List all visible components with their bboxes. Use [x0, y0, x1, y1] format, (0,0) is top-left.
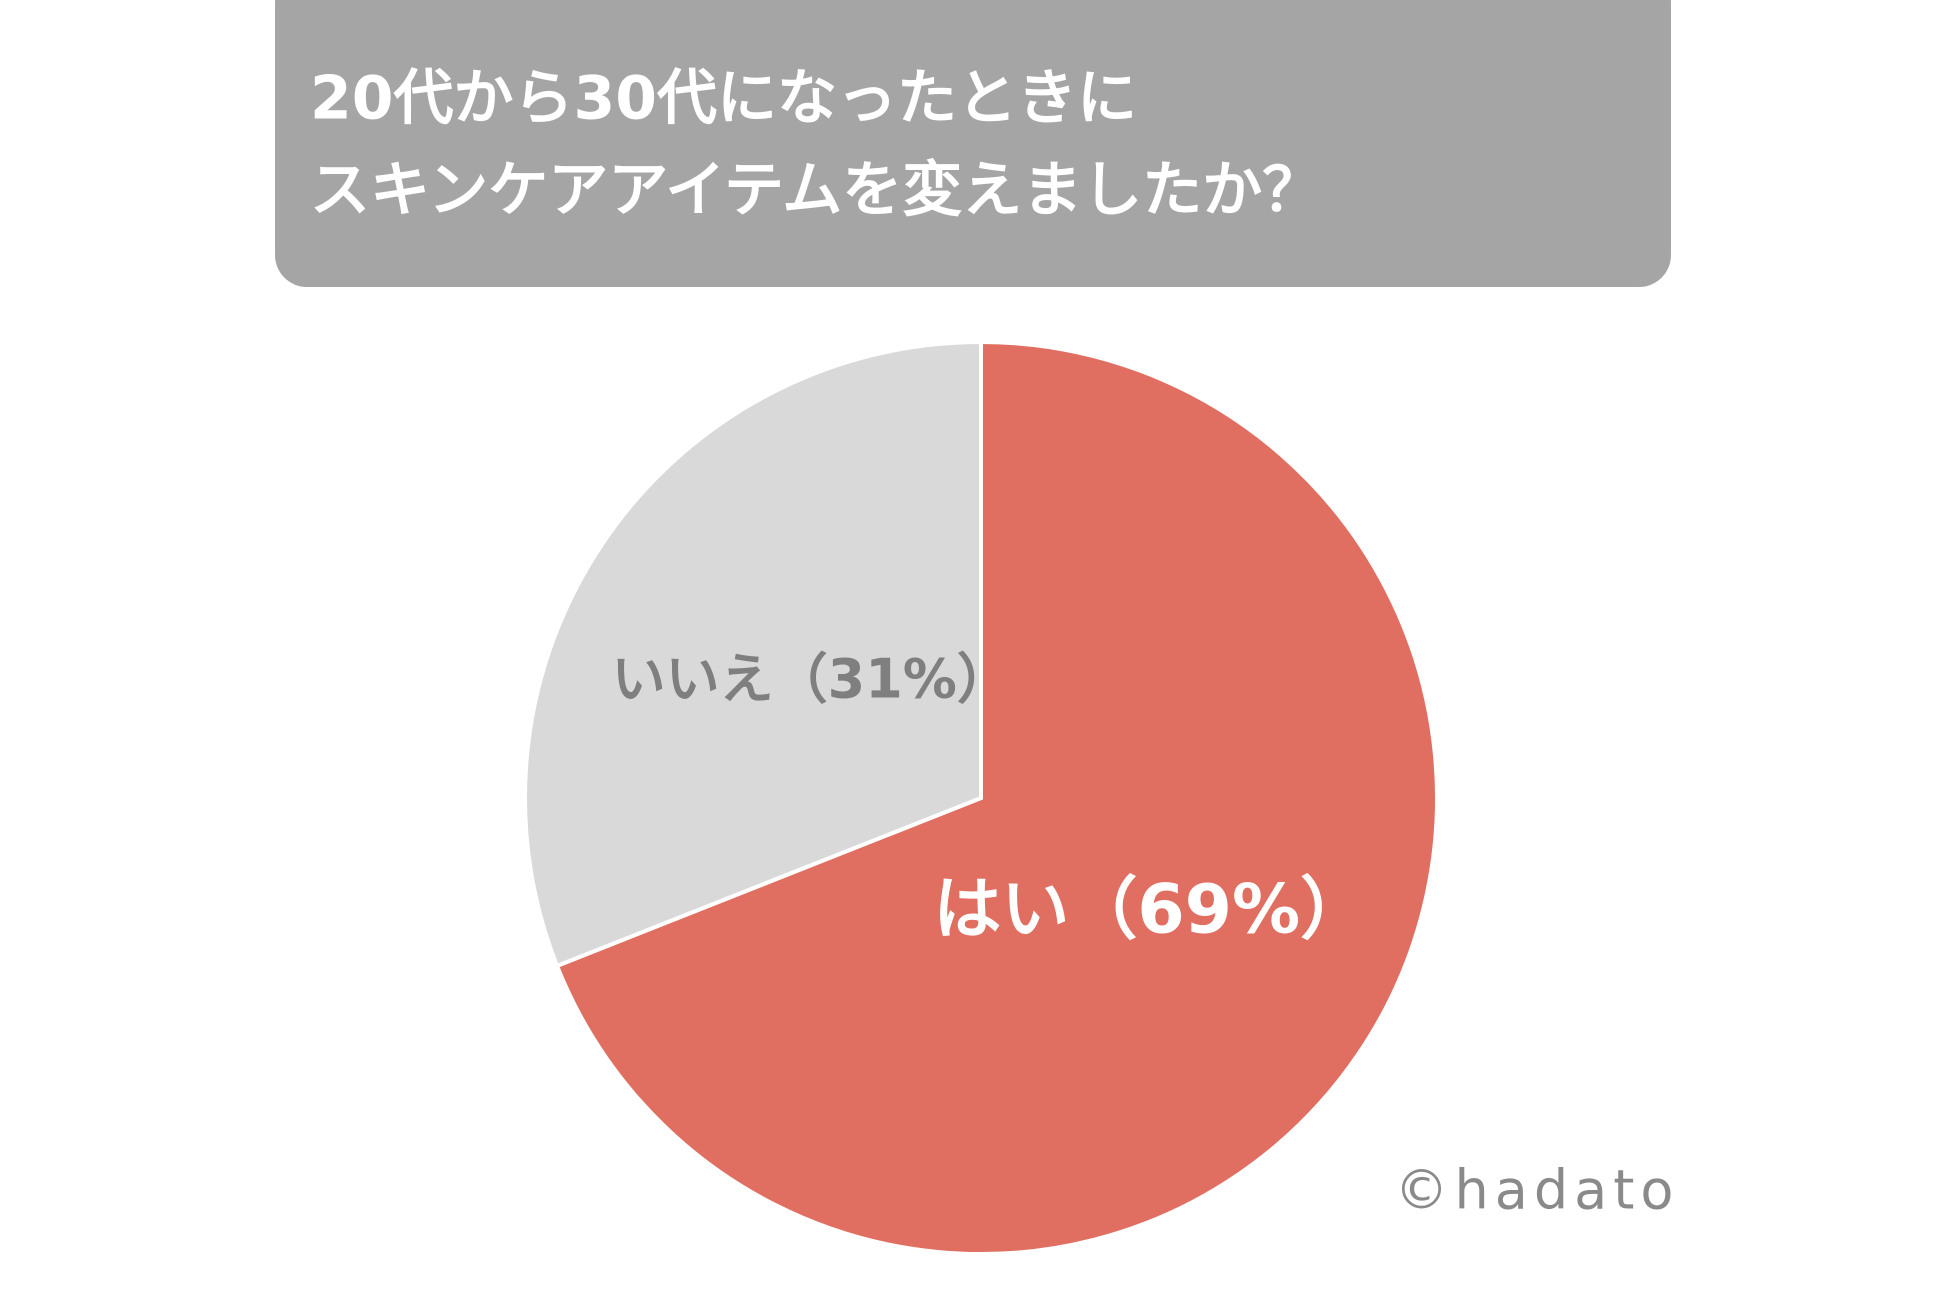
- chart-title: 20代から30代になったときに: [310, 64, 1137, 134]
- value-label: （69%）: [1069, 870, 1368, 949]
- category-label: はい: [933, 870, 1069, 949]
- slice-label: はい（69%）: [933, 870, 1368, 949]
- watermark: ©hadato: [1395, 1159, 1680, 1222]
- value-label: （31%）: [774, 647, 1011, 710]
- pie-slice: [554, 339, 1439, 1256]
- slice-label: いいえ（31%）: [612, 647, 1011, 710]
- chart-title: スキンケアアイテムを変えましたか？: [310, 156, 1322, 226]
- category-label: いいえ: [612, 647, 774, 710]
- pie-slice: [523, 339, 983, 969]
- title-box: [275, 0, 1671, 287]
